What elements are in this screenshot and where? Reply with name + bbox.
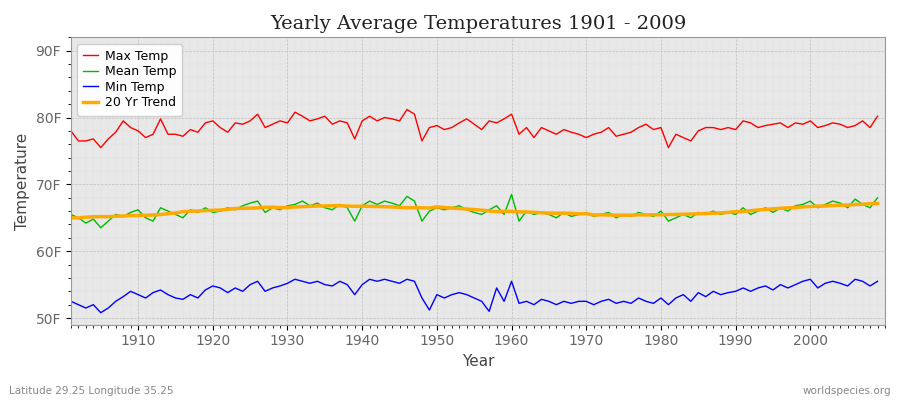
Max Temp xyxy=(66,128,77,133)
Max Temp xyxy=(95,145,106,150)
Line: 20 Yr Trend: 20 Yr Trend xyxy=(71,204,878,218)
Min Temp xyxy=(304,281,315,286)
20 Yr Trend xyxy=(297,204,308,209)
Min Temp xyxy=(290,277,301,282)
Max Temp xyxy=(611,134,622,139)
Max Temp xyxy=(342,120,353,125)
Min Temp xyxy=(349,292,360,297)
Legend: Max Temp, Mean Temp, Min Temp, 20 Yr Trend: Max Temp, Mean Temp, Min Temp, 20 Yr Tre… xyxy=(77,44,183,116)
20 Yr Trend xyxy=(73,216,84,220)
Min Temp xyxy=(872,279,883,284)
X-axis label: Year: Year xyxy=(462,354,494,369)
Y-axis label: Temperature: Temperature xyxy=(15,132,30,230)
20 Yr Trend xyxy=(66,215,77,220)
Min Temp xyxy=(132,292,143,297)
Max Temp xyxy=(872,114,883,118)
Min Temp xyxy=(611,301,622,306)
Text: Latitude 29.25 Longitude 35.25: Latitude 29.25 Longitude 35.25 xyxy=(9,386,174,396)
Line: Max Temp: Max Temp xyxy=(71,110,878,148)
20 Yr Trend xyxy=(132,213,143,218)
Mean Temp xyxy=(95,226,106,230)
Text: worldspecies.org: worldspecies.org xyxy=(803,386,891,396)
Min Temp xyxy=(95,310,106,315)
Mean Temp xyxy=(132,207,143,212)
20 Yr Trend xyxy=(506,209,517,214)
Line: Min Temp: Min Temp xyxy=(71,279,878,313)
20 Yr Trend xyxy=(342,204,353,208)
Min Temp xyxy=(514,301,525,306)
Mean Temp xyxy=(521,209,532,214)
Min Temp xyxy=(521,299,532,304)
Max Temp xyxy=(297,114,308,118)
Mean Temp xyxy=(506,192,517,197)
Line: Mean Temp: Mean Temp xyxy=(71,194,878,228)
20 Yr Trend xyxy=(603,212,614,217)
Max Temp xyxy=(521,125,532,130)
Mean Temp xyxy=(342,205,353,210)
Title: Yearly Average Temperatures 1901 - 2009: Yearly Average Temperatures 1901 - 2009 xyxy=(270,15,686,33)
Min Temp xyxy=(66,299,77,304)
Max Temp xyxy=(514,132,525,137)
20 Yr Trend xyxy=(514,210,525,214)
Max Temp xyxy=(401,107,412,112)
Mean Temp xyxy=(297,199,308,204)
Mean Temp xyxy=(514,219,525,224)
Max Temp xyxy=(132,128,143,133)
Mean Temp xyxy=(611,215,622,220)
Mean Temp xyxy=(872,195,883,200)
Mean Temp xyxy=(66,212,77,217)
20 Yr Trend xyxy=(872,201,883,206)
